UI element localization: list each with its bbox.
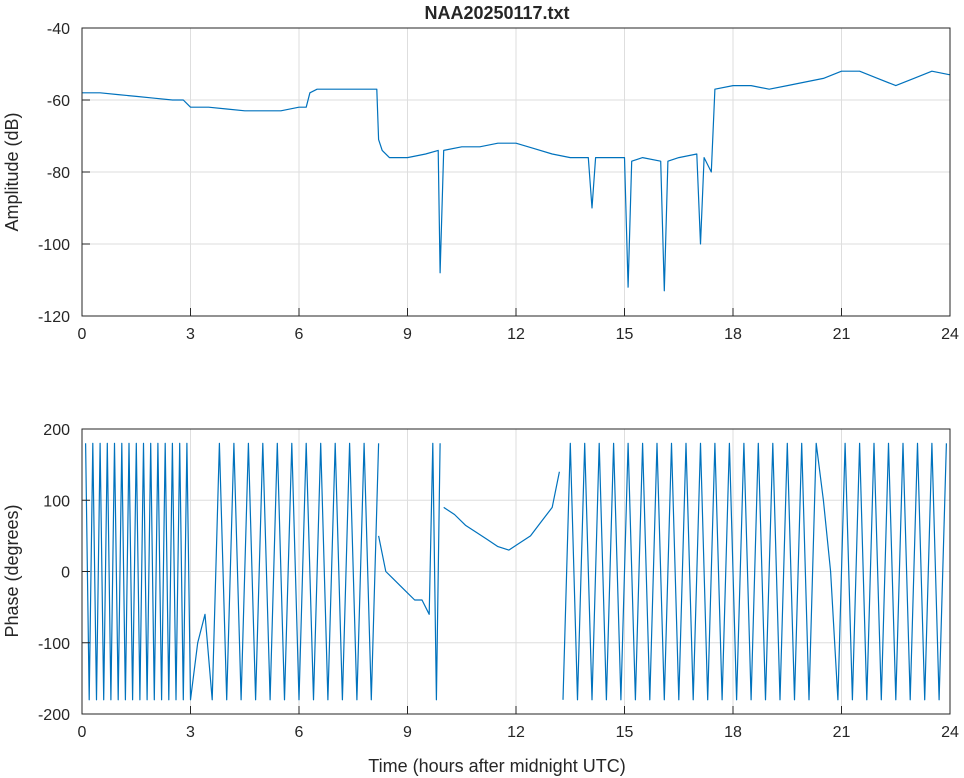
phase-x-tick-label: 3 bbox=[186, 724, 195, 741]
amplitude-y-tick-label: -40 bbox=[47, 21, 70, 38]
amplitude-series-group bbox=[82, 70, 951, 292]
phase-x-tick-label: 6 bbox=[295, 724, 304, 741]
amplitude-series-line-0 bbox=[82, 70, 951, 292]
amplitude-x-tick-label: 12 bbox=[507, 326, 525, 343]
phase-series-line-0 bbox=[85, 442, 380, 701]
amplitude-x-tick-label: 9 bbox=[403, 326, 412, 343]
phase-series-line-2 bbox=[443, 471, 560, 551]
phase-x-tick-label: 0 bbox=[78, 724, 87, 741]
amplitude-y-axis-label: Amplitude (dB) bbox=[2, 112, 22, 231]
amplitude-y-tick-label: -100 bbox=[38, 237, 70, 254]
phase-ticks: 0 3 6 9 12 15 18 21 24 200 100 0 -100 -200 bbox=[38, 422, 959, 741]
amplitude-x-tick-label: 24 bbox=[941, 326, 959, 343]
phase-y-axis-label: Phase (degrees) bbox=[2, 504, 22, 637]
phase-x-tick-label: 9 bbox=[403, 724, 412, 741]
phase-x-axis-label: Time (hours after midnight UTC) bbox=[368, 756, 625, 776]
amplitude-x-tick-label: 6 bbox=[295, 326, 304, 343]
phase-x-tick-label: 15 bbox=[616, 724, 634, 741]
phase-x-tick-label: 12 bbox=[507, 724, 525, 741]
amplitude-panel: NAA20250117.txt Amplitude (dB) 0 3 6 9 12 15 1… bbox=[2, 3, 959, 343]
phase-y-tick-label: -100 bbox=[38, 636, 70, 653]
amplitude-y-tick-label: -60 bbox=[47, 93, 70, 110]
phase-y-tick-label: 200 bbox=[43, 422, 70, 439]
phase-panel: Phase (degrees) Time (hours after midnig… bbox=[2, 422, 959, 776]
phase-x-tick-label: 24 bbox=[941, 724, 959, 741]
phase-series-group bbox=[85, 442, 947, 701]
amplitude-x-tick-label: 15 bbox=[616, 326, 634, 343]
amplitude-y-tick-label: -80 bbox=[47, 165, 70, 182]
chart-title: NAA20250117.txt bbox=[424, 3, 569, 23]
phase-y-tick-label: -200 bbox=[38, 707, 70, 724]
amplitude-x-tick-label: 0 bbox=[78, 326, 87, 343]
amplitude-x-tick-label: 18 bbox=[724, 326, 742, 343]
amplitude-x-tick-label: 21 bbox=[833, 326, 851, 343]
phase-x-tick-label: 18 bbox=[724, 724, 742, 741]
amplitude-x-tick-label: 3 bbox=[186, 326, 195, 343]
phase-y-tick-label: 0 bbox=[61, 565, 70, 582]
phase-series-line-1 bbox=[378, 442, 441, 701]
amplitude-grid bbox=[81, 27, 951, 317]
phase-y-tick-label: 100 bbox=[43, 493, 70, 510]
phase-x-tick-label: 21 bbox=[833, 724, 851, 741]
phase-series-line-3 bbox=[562, 442, 947, 701]
amplitude-y-tick-label: -120 bbox=[38, 309, 70, 326]
amplitude-ticks: 0 3 6 9 12 15 18 21 24 -40 -60 -80 -100 -120 bbox=[38, 21, 959, 343]
